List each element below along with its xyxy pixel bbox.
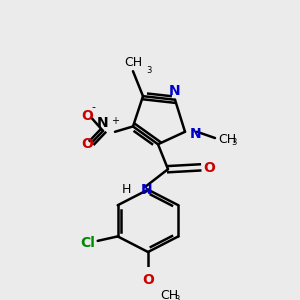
Text: 3: 3 bbox=[174, 295, 179, 300]
Text: +: + bbox=[111, 116, 119, 126]
Text: N: N bbox=[97, 116, 109, 130]
Text: Cl: Cl bbox=[80, 236, 95, 250]
Text: 3: 3 bbox=[231, 138, 236, 147]
Text: N: N bbox=[190, 127, 202, 141]
Text: O: O bbox=[81, 137, 93, 151]
Text: 3: 3 bbox=[146, 66, 152, 75]
Text: H: H bbox=[122, 183, 131, 196]
Text: CH: CH bbox=[124, 56, 142, 70]
Text: N: N bbox=[141, 183, 153, 197]
Text: O: O bbox=[142, 273, 154, 287]
Text: CH: CH bbox=[160, 290, 178, 300]
Text: -: - bbox=[91, 102, 95, 112]
Text: O: O bbox=[203, 161, 215, 175]
Text: N: N bbox=[169, 84, 181, 98]
Text: O: O bbox=[81, 109, 93, 123]
Text: CH: CH bbox=[218, 133, 236, 146]
